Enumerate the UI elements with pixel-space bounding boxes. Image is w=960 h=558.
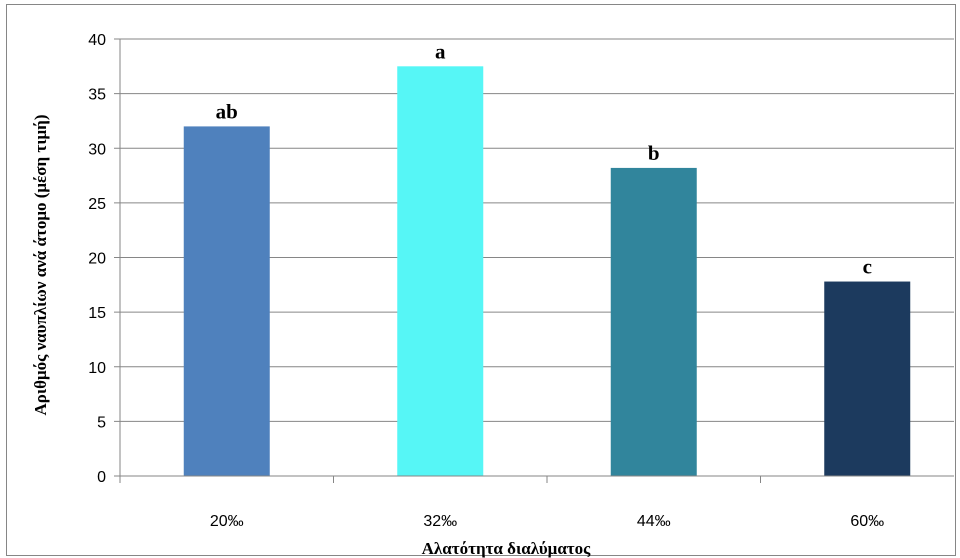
labels: 0 5 10 15 20 25 30 35 40 ab 20‰ a 32‰ b 44‰ c 60‰ [88, 32, 884, 530]
x-tick-label: 44‰ [637, 513, 671, 530]
y-tick-label: 35 [88, 87, 106, 104]
bar-3 [610, 167, 697, 477]
y-tick-label: 5 [97, 414, 106, 431]
bar-4 [824, 281, 911, 476]
y-tick-label: 40 [88, 32, 106, 49]
y-tick-label: 15 [88, 305, 106, 322]
bar-1 [183, 126, 270, 477]
y-axis-title: Αριθμός ναυπλίων ανά άτομο (μέση τιμή) [31, 115, 50, 416]
y-tick-label: 25 [88, 196, 106, 213]
x-tick-label: 60‰ [850, 513, 884, 530]
y-tick-label: 10 [88, 360, 106, 377]
x-axis-title: Αλατότητα διαλύματος [422, 539, 591, 558]
x-tick-label: 20‰ [210, 513, 244, 530]
y-tick-label: 0 [97, 469, 106, 486]
axes [114, 38, 954, 483]
y-tick-label: 30 [88, 141, 106, 158]
data-label: b [648, 141, 660, 165]
bars [183, 66, 911, 477]
data-label: a [435, 39, 446, 63]
x-tick-label: 32‰ [423, 513, 457, 530]
bar-2 [397, 66, 484, 476]
data-label: c [863, 255, 872, 279]
data-label: ab [216, 99, 238, 123]
y-tick-label: 20 [88, 251, 106, 268]
